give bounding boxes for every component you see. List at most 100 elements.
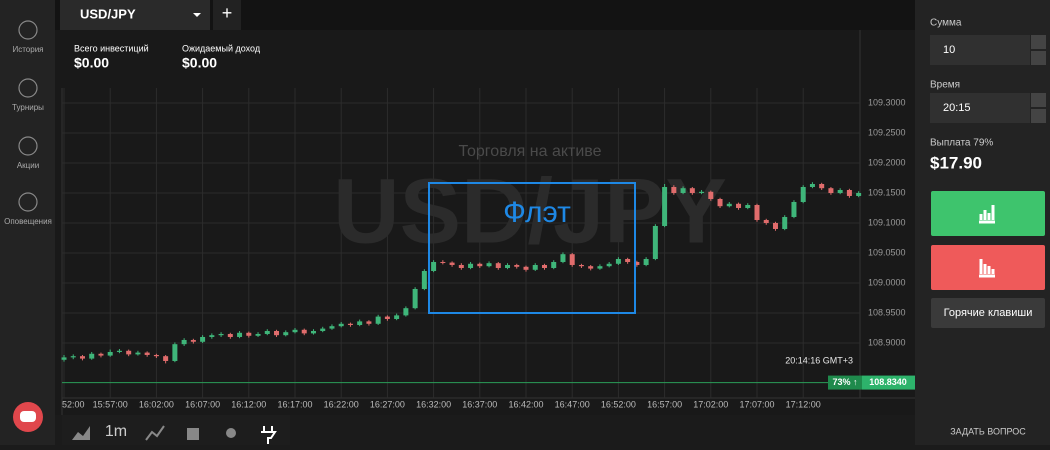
- candle-body: [736, 203, 742, 208]
- candle-body: [652, 225, 658, 259]
- hotkeys-button[interactable]: [931, 298, 1045, 328]
- caret: [193, 13, 201, 17]
- y-tick-label: 108.9500: [868, 307, 906, 317]
- watermark: USD/JPY: [333, 160, 727, 262]
- tools-icon[interactable]: [187, 428, 199, 440]
- plug-icon[interactable]: [261, 426, 277, 444]
- candle-body: [403, 308, 409, 316]
- candle-body: [449, 262, 455, 265]
- add-tab-label: +: [222, 3, 233, 23]
- stat-value: $0.00: [182, 55, 217, 71]
- candle-body: [578, 264, 584, 267]
- candle-body: [338, 323, 344, 327]
- plus-button[interactable]: [1031, 93, 1046, 107]
- candle-body: [745, 204, 751, 208]
- annotation-text: Флэт: [503, 196, 571, 229]
- x-tick-label: 17:02:00: [693, 399, 728, 409]
- payout-badge: [828, 375, 862, 390]
- candle-body: [79, 356, 85, 359]
- toolbar: [62, 415, 290, 445]
- y-tick-label: 109.2500: [868, 127, 906, 137]
- hotkeys-label: Горячие клавиши: [944, 307, 1033, 319]
- x-tick-label: 16:57:00: [647, 399, 682, 409]
- x-tick-label: 16:37:00: [462, 399, 497, 409]
- put-icon: [979, 259, 995, 278]
- candle-body: [357, 321, 363, 325]
- stat-value: $0.00: [74, 55, 109, 71]
- x-tick-label: 16:27:00: [370, 399, 405, 409]
- minus-button[interactable]: [1031, 109, 1046, 123]
- candle-body: [384, 316, 390, 319]
- candle-body: [828, 188, 834, 193]
- candle-body: [523, 266, 529, 270]
- candle-body: [116, 350, 122, 352]
- area-icon[interactable]: [72, 426, 90, 440]
- candle-body: [699, 191, 705, 193]
- candle-body: [255, 333, 261, 336]
- candle-body: [634, 261, 640, 265]
- candle-body: [237, 332, 243, 337]
- current-price: 73% ↑ 108.8340: [62, 375, 915, 390]
- plus-button[interactable]: [1031, 35, 1046, 49]
- candle-body: [107, 351, 113, 356]
- add-tab[interactable]: [213, 0, 241, 30]
- x-tick-label: 16:52:00: [601, 399, 636, 409]
- sidebar-label[interactable]: Акции: [17, 161, 39, 170]
- candle-body: [726, 203, 732, 207]
- candle-body: [597, 266, 603, 269]
- candle-body: [819, 183, 825, 189]
- candle-body: [89, 353, 95, 359]
- price-badge: [862, 375, 915, 390]
- candle-body: [514, 264, 520, 267]
- y-tick-label: 109.2000: [868, 157, 906, 167]
- promo-icon[interactable]: [18, 136, 38, 156]
- alerts-icon[interactable]: [18, 192, 38, 212]
- candle-body: [505, 264, 511, 268]
- tournaments-icon[interactable]: [18, 78, 38, 98]
- candle-body: [809, 183, 815, 187]
- sidebar-label[interactable]: Турниры: [12, 103, 44, 112]
- asset-name: USD/JPY: [80, 6, 136, 21]
- indicator-icon[interactable]: [145, 425, 165, 441]
- ask-question[interactable]: ЗАДАТЬ ВОПРОС: [950, 426, 1026, 436]
- sidebar-label[interactable]: Оповещения: [4, 217, 52, 226]
- candle-body: [320, 328, 326, 331]
- asset-tab[interactable]: [60, 0, 210, 30]
- interval[interactable]: 1m: [105, 423, 127, 440]
- candle-body: [846, 189, 852, 196]
- minus-button[interactable]: [1031, 51, 1046, 65]
- candle-body: [329, 326, 335, 329]
- candle-body: [625, 258, 631, 262]
- candle-body: [606, 263, 612, 267]
- x-tick-label: 15:57:00: [93, 399, 128, 409]
- x-tick-label: 16:47:00: [555, 399, 590, 409]
- candle-body: [200, 336, 206, 342]
- y-tick-label: 109.1000: [868, 217, 906, 227]
- sidebar: [0, 0, 55, 445]
- x-tick-label: 16:02:00: [139, 399, 174, 409]
- sidebar-label[interactable]: История: [12, 45, 43, 54]
- candle-body: [588, 266, 594, 269]
- annotation-box: [428, 182, 636, 314]
- y-tick-label: 108.9000: [868, 337, 906, 347]
- history-icon[interactable]: [18, 20, 38, 40]
- payout-badge-label: 73% ↑: [832, 377, 857, 387]
- x-tick-label: 52:00: [62, 399, 85, 409]
- candle-body: [421, 270, 427, 289]
- candle-body: [264, 330, 270, 334]
- candle-body: [837, 189, 843, 193]
- x-tick-label: 16:17:00: [277, 399, 312, 409]
- time-input[interactable]: [930, 93, 1030, 123]
- amount-input[interactable]: [930, 35, 1030, 65]
- candle-body: [569, 254, 575, 265]
- candle-body: [856, 192, 862, 196]
- stat-label: Всего инвестиций: [74, 43, 149, 53]
- candle-body: [61, 357, 67, 360]
- theme-icon[interactable]: [226, 428, 236, 438]
- subtitle: Торговля на активе: [458, 143, 601, 160]
- candle-body: [458, 264, 464, 268]
- call-icon: [979, 205, 995, 224]
- y-tick-label: 109.0000: [868, 277, 906, 287]
- candle-body: [791, 201, 797, 217]
- x-tick-label: 16:32:00: [416, 399, 451, 409]
